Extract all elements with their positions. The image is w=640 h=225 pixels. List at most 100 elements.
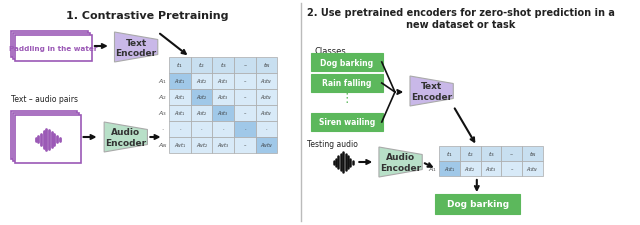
FancyBboxPatch shape — [234, 137, 255, 153]
FancyBboxPatch shape — [191, 58, 212, 74]
Text: Siren wailing: Siren wailing — [319, 118, 375, 127]
Text: Encoder: Encoder — [116, 49, 157, 58]
Text: $A_1$: $A_1$ — [158, 77, 167, 86]
FancyBboxPatch shape — [481, 146, 501, 161]
Text: $A_3t_N$: $A_3t_N$ — [260, 109, 273, 118]
FancyBboxPatch shape — [169, 106, 191, 122]
Text: 1. Contrastive Pretraining: 1. Contrastive Pretraining — [66, 11, 228, 21]
FancyBboxPatch shape — [460, 146, 481, 161]
FancyBboxPatch shape — [460, 161, 481, 176]
FancyBboxPatch shape — [191, 90, 212, 106]
Text: $A_1t_3$: $A_1t_3$ — [485, 164, 497, 173]
FancyBboxPatch shape — [191, 137, 212, 153]
Text: $t_N$: $t_N$ — [529, 149, 536, 158]
Text: Testing audio: Testing audio — [307, 140, 358, 149]
FancyBboxPatch shape — [212, 137, 234, 153]
Text: $A_2t_3$: $A_2t_3$ — [218, 93, 229, 102]
Text: Encoder: Encoder — [411, 93, 452, 102]
FancyBboxPatch shape — [15, 115, 81, 163]
Text: ·: · — [201, 127, 202, 132]
FancyBboxPatch shape — [169, 58, 191, 74]
Text: ·: · — [161, 127, 163, 132]
Text: Classes: Classes — [314, 47, 346, 56]
FancyBboxPatch shape — [255, 137, 277, 153]
Text: $t_2$: $t_2$ — [198, 61, 205, 70]
FancyBboxPatch shape — [255, 74, 277, 90]
Text: $A_2t_1$: $A_2t_1$ — [174, 93, 186, 102]
Text: –: – — [244, 95, 246, 100]
Text: $A_1t_1$: $A_1t_1$ — [444, 164, 456, 173]
FancyBboxPatch shape — [212, 122, 234, 137]
FancyBboxPatch shape — [234, 106, 255, 122]
FancyBboxPatch shape — [191, 106, 212, 122]
Text: Rain falling: Rain falling — [323, 79, 372, 88]
Text: $A_3$: $A_3$ — [158, 109, 167, 118]
Text: $A_1t_3$: $A_1t_3$ — [218, 77, 229, 86]
Text: Audio: Audio — [386, 153, 415, 162]
Text: Audio: Audio — [111, 128, 140, 137]
FancyBboxPatch shape — [481, 161, 501, 176]
Text: ⋮: ⋮ — [340, 92, 353, 105]
FancyBboxPatch shape — [212, 58, 234, 74]
FancyBboxPatch shape — [311, 113, 383, 131]
FancyBboxPatch shape — [234, 58, 255, 74]
Text: ·: · — [266, 127, 268, 132]
FancyBboxPatch shape — [255, 58, 277, 74]
FancyBboxPatch shape — [234, 122, 255, 137]
Text: $A_3t_2$: $A_3t_2$ — [196, 109, 207, 118]
FancyBboxPatch shape — [234, 74, 255, 90]
Text: $A_1t_1$: $A_1t_1$ — [174, 77, 186, 86]
Text: $t_3$: $t_3$ — [220, 61, 227, 70]
Text: 2. Use pretrained encoders for zero-shot prediction in a
new dataset or task: 2. Use pretrained encoders for zero-shot… — [307, 8, 615, 29]
Text: Encoder: Encoder — [105, 139, 147, 148]
FancyBboxPatch shape — [501, 161, 522, 176]
Text: $A_1t_2$: $A_1t_2$ — [465, 164, 476, 173]
Text: –: – — [510, 166, 513, 171]
FancyBboxPatch shape — [234, 90, 255, 106]
Text: Text: Text — [421, 82, 442, 91]
Text: ·: · — [179, 127, 180, 132]
Text: $A_1$: $A_1$ — [428, 164, 437, 173]
Text: $A_2$: $A_2$ — [158, 93, 167, 102]
Text: $t_1$: $t_1$ — [446, 149, 453, 158]
Text: Encoder: Encoder — [380, 164, 421, 173]
Text: $A_1t_2$: $A_1t_2$ — [196, 77, 207, 86]
Text: $A_1t_N$: $A_1t_N$ — [526, 164, 538, 173]
Text: Text – audio pairs: Text – audio pairs — [11, 95, 78, 104]
FancyBboxPatch shape — [11, 32, 88, 58]
Text: $t_1$: $t_1$ — [177, 61, 183, 70]
Text: $A_3t_3$: $A_3t_3$ — [218, 109, 229, 118]
FancyBboxPatch shape — [191, 122, 212, 137]
FancyBboxPatch shape — [169, 137, 191, 153]
FancyBboxPatch shape — [311, 75, 383, 93]
Text: Paddling in the water: Paddling in the water — [9, 46, 97, 52]
Text: –: – — [243, 63, 246, 68]
Text: Text: Text — [125, 38, 147, 47]
Text: $A_2t_N$: $A_2t_N$ — [260, 93, 273, 102]
Text: –: – — [244, 143, 246, 148]
Text: $A_Nt_2$: $A_Nt_2$ — [196, 141, 207, 150]
Text: Dog barking: Dog barking — [447, 200, 509, 209]
Text: $A_N$: $A_N$ — [157, 141, 168, 150]
FancyBboxPatch shape — [15, 36, 92, 62]
FancyBboxPatch shape — [311, 54, 383, 72]
FancyBboxPatch shape — [169, 90, 191, 106]
FancyBboxPatch shape — [212, 106, 234, 122]
FancyBboxPatch shape — [13, 34, 90, 60]
FancyBboxPatch shape — [212, 74, 234, 90]
Polygon shape — [104, 122, 147, 152]
Text: $t_2$: $t_2$ — [467, 149, 474, 158]
Polygon shape — [379, 147, 422, 177]
Text: $A_Nt_1$: $A_Nt_1$ — [174, 141, 186, 150]
FancyBboxPatch shape — [212, 90, 234, 106]
Text: $A_Nt_3$: $A_Nt_3$ — [217, 141, 229, 150]
Text: $A_3t_1$: $A_3t_1$ — [174, 109, 186, 118]
Text: $A_2t_2$: $A_2t_2$ — [196, 93, 207, 102]
Polygon shape — [410, 77, 453, 106]
Text: –: – — [244, 79, 246, 84]
FancyBboxPatch shape — [255, 122, 277, 137]
FancyBboxPatch shape — [435, 194, 520, 214]
FancyBboxPatch shape — [11, 112, 77, 159]
FancyBboxPatch shape — [439, 146, 460, 161]
FancyBboxPatch shape — [169, 74, 191, 90]
